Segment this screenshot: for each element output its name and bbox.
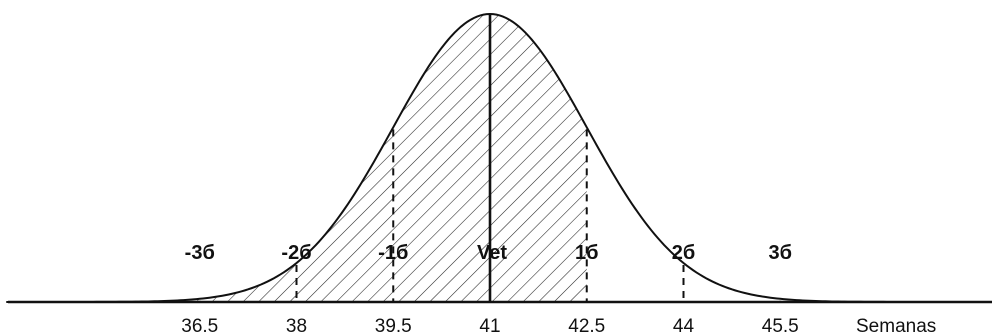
sd-marker-label: 2б [672, 242, 695, 264]
sd-marker-label: -3б [185, 242, 215, 264]
sd-marker-label: -1б [378, 242, 408, 264]
sd-labels: -3б -2б -1б Vet 1б 2б 3б [185, 242, 792, 264]
x-tick-label: 45.5 [762, 316, 799, 336]
x-tick-label: 44 [673, 316, 695, 336]
x-tick-labels: 36.5 38 39.5 41 42.5 44 45.5 [181, 316, 798, 336]
sd-lines [198, 14, 782, 302]
sd-marker-label: 1б [575, 242, 598, 264]
sd-marker-label: Vet [477, 242, 507, 264]
sd-marker-label: 3б [769, 242, 792, 264]
x-tick-label: 39.5 [375, 316, 412, 336]
shaded-area [6, 14, 587, 302]
x-tick-label: 38 [286, 316, 307, 336]
x-tick-label: 36.5 [181, 316, 218, 336]
x-axis-unit-label: Semanas [856, 316, 936, 336]
x-tick-label: 41 [479, 316, 500, 336]
x-tick-label: 42.5 [568, 316, 605, 336]
sd-marker-label: -2б [281, 242, 311, 264]
hatched-region [6, 14, 587, 302]
